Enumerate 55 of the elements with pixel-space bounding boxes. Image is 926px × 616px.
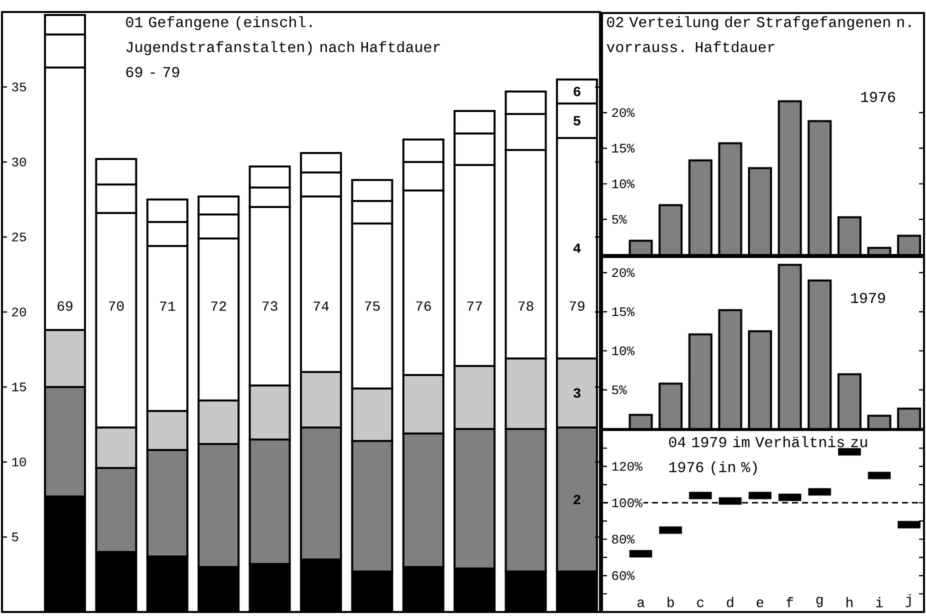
legend-label: 3 — [573, 388, 581, 398]
annotation: 1976 — [861, 92, 896, 102]
x-tick-label: h — [846, 597, 852, 608]
x-tick-label: f — [786, 597, 794, 608]
bar — [808, 280, 831, 429]
x-tick-label: b — [668, 596, 674, 608]
y-tick-label: 5% — [612, 215, 627, 224]
y-tick-label: 35 — [12, 82, 26, 92]
y-tick-label: 15% — [612, 307, 635, 316]
x-tick-label: 76 — [416, 301, 431, 311]
text: 04 1979 im Verhältnis zu 1976 (in %) — [669, 436, 867, 476]
y-tick-label: 20% — [612, 108, 635, 118]
bar — [778, 264, 801, 429]
bar — [719, 310, 742, 429]
x-tick-label: 75 — [364, 301, 380, 311]
x-tick-label: g — [816, 596, 823, 608]
x-tick-label: d — [726, 596, 734, 608]
y-tick-label: 100% — [612, 498, 642, 508]
y-tick-label: 10% — [612, 179, 635, 188]
x-tick-label: c — [697, 600, 704, 608]
y-tick-label: 20% — [612, 268, 635, 278]
y-tick-label: 80% — [612, 534, 635, 544]
annotation: 1979 — [851, 292, 885, 304]
y-tick-label: 120% — [612, 462, 642, 471]
y-tick-label: 60% — [612, 571, 635, 580]
x-tick-label: a — [637, 600, 645, 608]
y-tick-label: 15% — [612, 144, 635, 153]
series-label: 5 — [574, 116, 580, 126]
x-tick-label: 79 — [570, 301, 584, 311]
x-tick-label: 70 — [108, 301, 124, 311]
x-tick-label: i — [876, 597, 883, 608]
x-tick-label: 69 — [58, 301, 72, 311]
y-tick-label: 25 — [12, 232, 26, 242]
text: 01 Gefangene (einschl. Jugendstrafanstalten) nach Haftdauer 69 - 79 — [126, 16, 440, 78]
x-tick-label: j — [906, 594, 911, 608]
y-tick-label: 10% — [612, 346, 635, 356]
x-tick-label: 72 — [211, 301, 226, 311]
y-tick-label: 30 — [12, 158, 26, 166]
y-tick-label: 5 — [12, 532, 18, 542]
y-tick-label: 10 — [12, 458, 26, 466]
x-tick-label: 77 — [467, 302, 482, 311]
y-tick-label: 5% — [612, 386, 627, 394]
x-tick-label: 78 — [518, 301, 534, 311]
y-tick-label: 20 — [12, 308, 26, 316]
bar — [808, 120, 832, 255]
y-tick-label: 15 — [12, 382, 26, 392]
bar — [778, 100, 802, 255]
x-tick-label: e — [756, 600, 764, 608]
series-label: 2 — [574, 494, 580, 504]
x-tick-label: 73 — [262, 301, 278, 311]
text: 02 Verteilung der Strafgefangenen n. vorrauss. Haftdauer — [606, 16, 911, 52]
series-label: 4 — [573, 244, 581, 253]
x-tick-label: 74 — [314, 302, 329, 311]
x-tick-label: 71 — [160, 302, 176, 311]
legend-label: 6 — [574, 86, 580, 96]
